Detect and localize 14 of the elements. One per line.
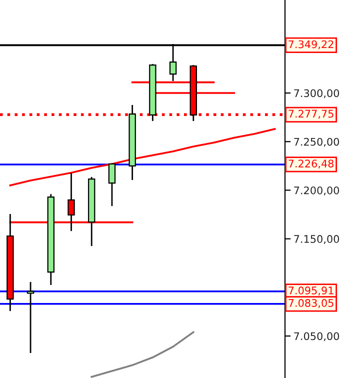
y-tick-label: 7.300,00 [294,89,340,98]
candlestick [26,281,34,354]
ref-line-label: 7.095,91 [288,286,334,296]
ref-line-label: 7.277,75 [288,110,334,119]
ref-line-label: 7.349,22 [288,40,334,50]
y-tick-label: 7.050,00 [294,332,340,342]
line-series [9,128,276,186]
candlestick [108,163,116,207]
y-tick-label: 7.150,00 [294,235,340,244]
ref-line-label: 7.083,05 [288,299,334,308]
ref-line-label: 7.226,48 [288,160,334,169]
y-tick-label: 7.200,00 [294,186,340,196]
y-tick-label: 7.250,00 [294,138,340,147]
line-series [90,331,194,378]
